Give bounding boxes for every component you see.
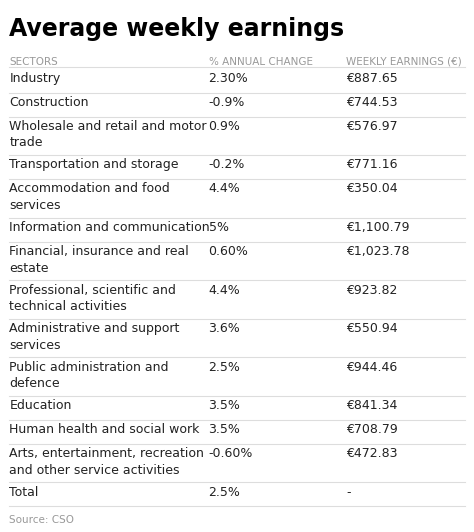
Text: €708.79: €708.79	[346, 423, 398, 436]
Text: Average weekly earnings: Average weekly earnings	[9, 17, 345, 41]
Text: -0.9%: -0.9%	[209, 96, 245, 109]
Text: €841.34: €841.34	[346, 399, 397, 412]
Text: Source: CSO: Source: CSO	[9, 515, 74, 525]
Text: Information and communication: Information and communication	[9, 221, 210, 234]
Text: Construction: Construction	[9, 96, 89, 109]
Text: -0.2%: -0.2%	[209, 159, 245, 171]
Text: Total: Total	[9, 486, 39, 498]
Text: 4.4%: 4.4%	[209, 284, 240, 296]
Text: Accommodation and food
services: Accommodation and food services	[9, 182, 170, 212]
Text: €944.46: €944.46	[346, 361, 397, 373]
Text: €887.65: €887.65	[346, 72, 398, 85]
Text: 2.5%: 2.5%	[209, 486, 240, 498]
Text: €1,100.79: €1,100.79	[346, 221, 410, 234]
Text: Professional, scientific and
technical activities: Professional, scientific and technical a…	[9, 284, 176, 313]
Text: Financial, insurance and real
estate: Financial, insurance and real estate	[9, 245, 189, 275]
Text: Industry: Industry	[9, 72, 61, 85]
Text: Education: Education	[9, 399, 72, 412]
Text: €550.94: €550.94	[346, 322, 398, 335]
Text: SECTORS: SECTORS	[9, 57, 58, 67]
Text: % ANNUAL CHANGE: % ANNUAL CHANGE	[209, 57, 312, 67]
Text: 0.9%: 0.9%	[209, 120, 240, 133]
Text: -0.60%: -0.60%	[209, 447, 253, 460]
Text: Human health and social work: Human health and social work	[9, 423, 200, 436]
Text: 3.6%: 3.6%	[209, 322, 240, 335]
Text: €1,023.78: €1,023.78	[346, 245, 410, 258]
Text: Transportation and storage: Transportation and storage	[9, 159, 179, 171]
Text: 2.5%: 2.5%	[209, 361, 240, 373]
Text: 2.30%: 2.30%	[209, 72, 248, 85]
Text: 5%: 5%	[209, 221, 228, 234]
Text: -: -	[346, 486, 350, 498]
Text: €576.97: €576.97	[346, 120, 398, 133]
Text: €350.04: €350.04	[346, 182, 398, 195]
Text: €472.83: €472.83	[346, 447, 398, 460]
Text: Administrative and support
services: Administrative and support services	[9, 322, 180, 352]
Text: 3.5%: 3.5%	[209, 399, 240, 412]
Text: Wholesale and retail and motor
trade: Wholesale and retail and motor trade	[9, 120, 207, 149]
Text: €744.53: €744.53	[346, 96, 398, 109]
Text: Public administration and
defence: Public administration and defence	[9, 361, 169, 390]
Text: 4.4%: 4.4%	[209, 182, 240, 195]
Text: €923.82: €923.82	[346, 284, 397, 296]
Text: Arts, entertainment, recreation
and other service activities: Arts, entertainment, recreation and othe…	[9, 447, 204, 477]
Text: €771.16: €771.16	[346, 159, 398, 171]
Text: 3.5%: 3.5%	[209, 423, 240, 436]
Text: 0.60%: 0.60%	[209, 245, 248, 258]
Text: WEEKLY EARNINGS (€): WEEKLY EARNINGS (€)	[346, 57, 462, 67]
